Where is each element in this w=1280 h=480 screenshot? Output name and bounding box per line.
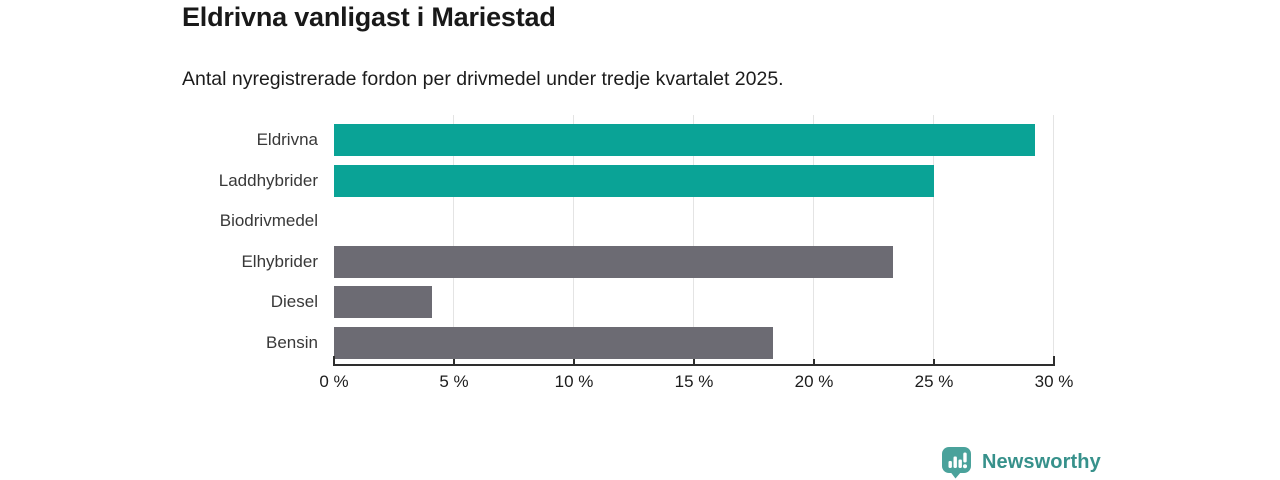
x-tick-label-25: 25 % — [914, 372, 954, 391]
x-tick-label-20: 20 % — [794, 372, 834, 391]
x-tick-label-10: 10 % — [554, 372, 594, 391]
newsworthy-logo-text: Newsworthy — [982, 451, 1101, 473]
category-label-bensin: Bensin — [266, 333, 318, 352]
bar-bensin — [334, 327, 774, 359]
gridline-10 — [573, 115, 574, 365]
category-label-elhybrider: Elhybrider — [241, 251, 318, 271]
gridline-30 — [1053, 115, 1054, 365]
x-tick-label-30: 30 % — [1034, 372, 1074, 391]
gridline-15 — [693, 115, 694, 365]
category-label-laddhybrider: Laddhybrider — [218, 170, 318, 190]
category-label-diesel: Diesel — [270, 292, 318, 312]
x-axis-line — [333, 364, 1055, 366]
bar-laddhybrider — [334, 164, 934, 197]
y-axis-labels: Eldrivna Laddhybrider Biodrivmedel Elhybrid… — [0, 115, 318, 365]
x-tick-30 — [1053, 356, 1055, 364]
x-tick-label-5: 5 % — [439, 372, 469, 391]
chart-subtitle: Antal nyregistrerade fordon per drivmede… — [182, 68, 784, 90]
x-tick-25 — [933, 359, 935, 364]
chart-title: Eldrivna vanligast i Mariestad — [182, 2, 556, 32]
bar-eldrivna — [334, 124, 1035, 156]
gridline-20 — [813, 115, 814, 365]
x-tick-label-0: 0 % — [319, 372, 349, 391]
x-tick-label-15: 15 % — [674, 372, 714, 391]
bar-elhybrider — [334, 245, 894, 278]
x-tick-15 — [693, 359, 695, 364]
newsworthy-logo-icon — [941, 446, 973, 479]
gridline-25 — [933, 115, 934, 365]
bar-diesel — [334, 286, 433, 319]
x-tick-20 — [813, 359, 815, 364]
x-tick-0 — [333, 356, 335, 364]
newsworthy-logo-link[interactable]: Newsworthy — [941, 446, 1101, 479]
category-label-eldrivna: Eldrivna — [256, 130, 318, 149]
plot-area — [334, 115, 1054, 365]
x-tick-5 — [453, 359, 455, 364]
gridline-5 — [453, 115, 454, 365]
x-tick-10 — [573, 359, 575, 364]
category-label-biodrivmedel: Biodrivmedel — [219, 211, 318, 231]
